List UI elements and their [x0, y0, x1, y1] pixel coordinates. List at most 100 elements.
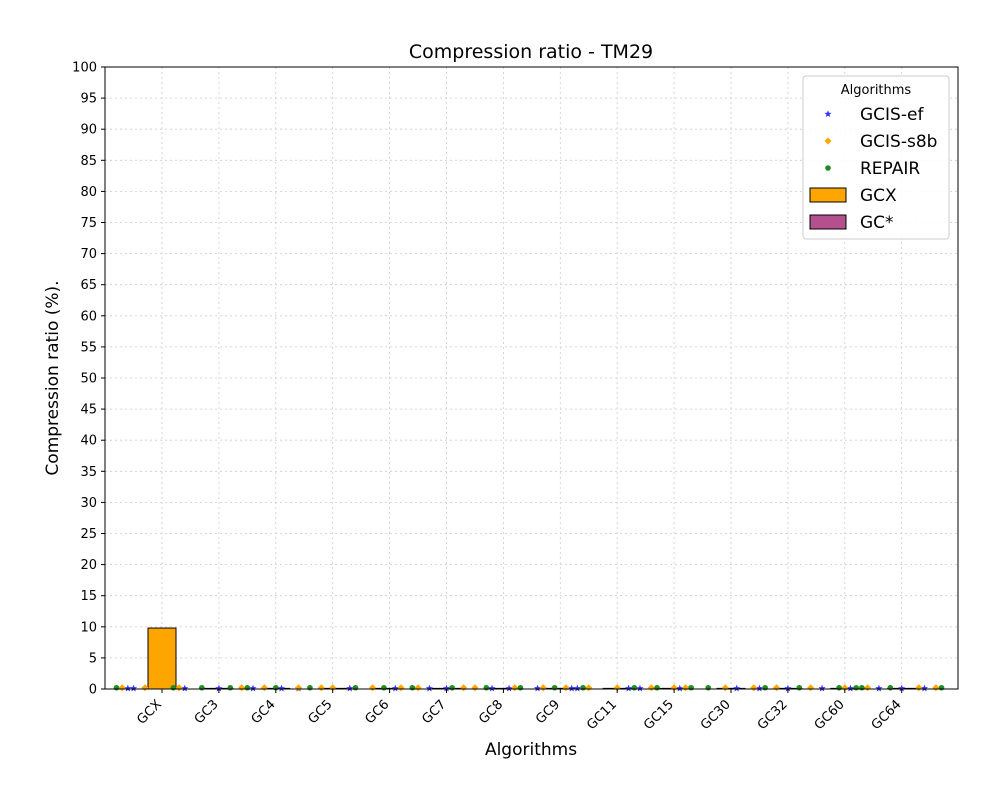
data-point	[624, 684, 633, 692]
data-point	[932, 684, 940, 692]
data-point	[654, 684, 660, 691]
data-point	[762, 684, 768, 691]
data-point	[175, 684, 183, 692]
data-point	[517, 684, 524, 691]
data-point	[277, 684, 286, 692]
data-point	[460, 684, 468, 692]
data-point	[533, 684, 542, 692]
y-tick-label: 30	[80, 496, 97, 511]
chart-title: Compression ratio - TM29	[409, 41, 653, 63]
legend-label: GCX	[860, 186, 897, 206]
data-point	[562, 684, 570, 692]
data-point	[505, 684, 513, 692]
legend-marker	[824, 110, 832, 118]
legend-label: GCIS-ef	[860, 105, 924, 125]
data-point	[488, 684, 496, 692]
data-point	[613, 684, 621, 692]
data-point	[317, 684, 325, 692]
data-point	[260, 684, 268, 692]
x-tick-label: GC4	[249, 697, 279, 727]
data-point	[750, 684, 758, 692]
data-point	[705, 684, 712, 691]
x-tick-label: GC6	[362, 697, 392, 727]
data-point	[414, 684, 422, 692]
data-point	[796, 684, 803, 691]
data-point	[898, 684, 906, 692]
y-tick-label: 60	[80, 309, 97, 324]
data-point	[875, 684, 883, 692]
y-tick-label: 55	[80, 340, 97, 355]
y-tick-label: 80	[80, 185, 97, 200]
data-point	[573, 684, 581, 692]
data-point	[846, 684, 855, 692]
y-tick-label: 45	[80, 403, 97, 418]
x-tick-label: GC5	[306, 697, 336, 727]
y-tick-label: 15	[80, 589, 97, 604]
data-point	[391, 684, 399, 692]
data-point	[784, 684, 792, 692]
x-tick-label: GC30	[698, 697, 734, 733]
data-point	[915, 684, 923, 692]
y-tick-label: 10	[80, 620, 97, 635]
data-point	[141, 684, 149, 692]
data-point	[887, 684, 894, 691]
data-point	[483, 684, 490, 691]
data-point	[409, 684, 416, 691]
data-point	[676, 684, 684, 692]
data-point	[244, 684, 251, 691]
data-point	[773, 684, 781, 692]
data-point	[352, 684, 359, 691]
y-tick-label: 100	[72, 61, 97, 76]
y-tick-label: 35	[80, 465, 97, 480]
y-tick-label: 40	[80, 434, 97, 449]
x-axis-label: Algorithms	[485, 740, 577, 760]
data-point	[113, 684, 120, 691]
data-point	[647, 684, 655, 692]
data-point	[346, 684, 354, 692]
data-point	[636, 684, 644, 692]
y-tick-label: 20	[80, 558, 97, 573]
data-point	[721, 684, 729, 692]
x-tick-label: GC60	[812, 697, 848, 733]
data-point	[227, 684, 234, 691]
markers-layer	[113, 684, 945, 692]
y-ticks: 0 5 10 15 20 25 30 35 40 45 50 55 60 65 70 75 80 85 90 95 10…	[72, 61, 105, 698]
data-point	[631, 684, 638, 691]
data-point	[249, 684, 257, 692]
data-point	[580, 684, 586, 691]
x-tick-label: GC9	[533, 697, 563, 727]
legend-swatch	[809, 187, 847, 203]
legend-label: GC*	[860, 213, 894, 233]
data-point	[295, 684, 303, 692]
x-tick-label: GC3	[192, 697, 222, 727]
y-tick-label: 75	[80, 216, 97, 231]
y-tick-label: 25	[80, 527, 97, 542]
data-point	[442, 684, 451, 692]
legend-label: GCIS-s8b	[860, 132, 937, 152]
legend-marker	[824, 137, 832, 145]
data-point	[568, 684, 576, 692]
x-tick-label: GC64	[869, 697, 905, 733]
y-tick-label: 70	[80, 247, 97, 262]
data-point	[551, 684, 558, 691]
data-point	[307, 684, 313, 691]
data-point	[425, 684, 434, 692]
data-point	[585, 684, 593, 692]
data-point	[836, 684, 842, 691]
data-point	[670, 684, 678, 692]
data-point	[688, 684, 694, 691]
data-point	[369, 684, 377, 692]
data-point	[733, 684, 741, 692]
y-tick-label: 5	[89, 651, 97, 666]
data-point	[397, 684, 405, 692]
data-point	[199, 684, 205, 691]
data-point	[511, 684, 519, 692]
data-point	[681, 684, 689, 692]
y-tick-label: 65	[80, 278, 97, 293]
bar	[147, 627, 177, 690]
data-point	[471, 684, 479, 692]
y-tick-label: 50	[80, 372, 97, 387]
data-point	[920, 684, 929, 692]
data-point	[170, 684, 177, 691]
